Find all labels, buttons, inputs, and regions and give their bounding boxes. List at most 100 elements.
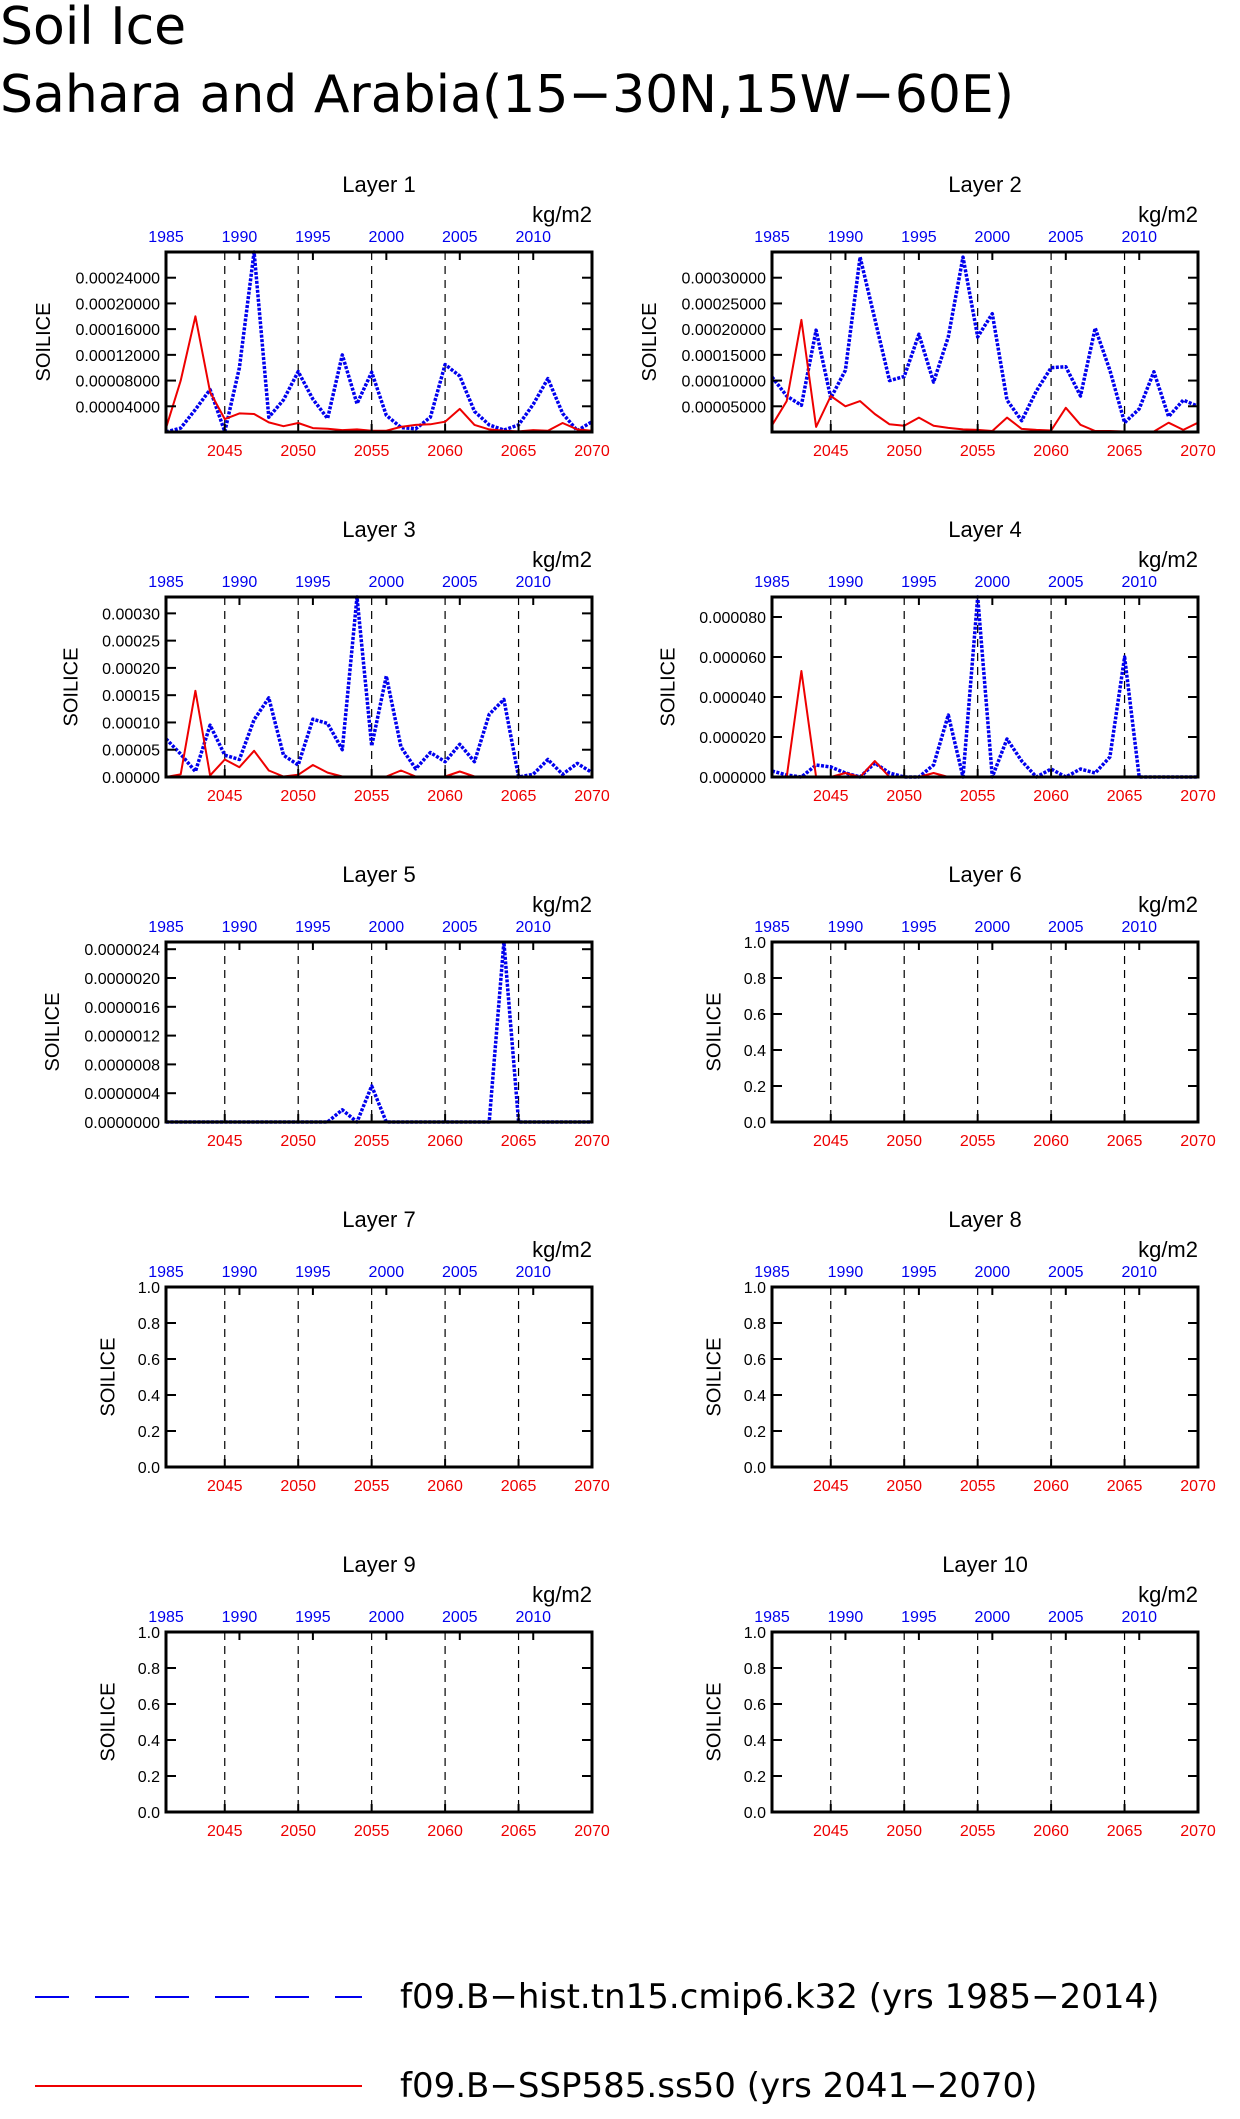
y-axis-label: SOILICE <box>703 993 725 1072</box>
y-tick-label: 0.0000024 <box>84 942 160 959</box>
y-tick-label: 1.0 <box>138 1280 160 1297</box>
x-tick-label-top: 2005 <box>1048 1609 1084 1626</box>
panel-title: Layer 9 <box>342 1552 415 1577</box>
y-axis-label: SOILICE <box>42 993 64 1072</box>
y-tick-label: 0.2 <box>744 1769 766 1786</box>
x-tick-label-bottom: 2045 <box>207 1133 243 1150</box>
y-tick-label: 0.0 <box>744 1805 766 1822</box>
y-tick-label: 0.6 <box>138 1352 160 1369</box>
chart-panel-3: Layer 3 kg/m2 0.00000 0.00005 0.00010 0.00015… <box>61 517 610 805</box>
x-tick-label-bottom: 2050 <box>886 1823 922 1840</box>
x-tick-label-bottom: 2055 <box>960 1823 996 1840</box>
x-tick-label-top: 1985 <box>754 919 790 936</box>
x-tick-label-bottom: 2060 <box>427 1823 463 1840</box>
x-tick-label-bottom: 2070 <box>574 1823 610 1840</box>
x-tick-label-bottom: 2045 <box>813 1823 849 1840</box>
x-tick-label-bottom: 2065 <box>501 1478 537 1495</box>
y-tick-label: 0.8 <box>744 971 766 988</box>
y-axis-label: SOILICE <box>703 1338 725 1417</box>
chart-panels: Layer 1 kg/m2 0.00004000 0.00008000 0.000120… <box>33 172 1216 1840</box>
x-tick-label-top: 2000 <box>369 1609 405 1626</box>
y-tick-label: 0.00005 <box>102 743 160 760</box>
x-tick-label-bottom: 2055 <box>960 443 996 460</box>
x-tick-label-top: 2010 <box>515 574 551 591</box>
series-line-hist <box>166 940 592 1124</box>
x-tick-label-bottom: 2055 <box>960 1133 996 1150</box>
x-tick-label-top: 2000 <box>975 1264 1011 1281</box>
y-tick-label: 0.000040 <box>699 690 766 707</box>
x-tick-label-bottom: 2050 <box>280 443 316 460</box>
y-tick-label: 0.00004000 <box>75 399 160 416</box>
y-tick-label: 0.00005000 <box>681 399 766 416</box>
y-tick-label: 0.8 <box>138 1316 160 1333</box>
panel-units: kg/m2 <box>532 1582 592 1607</box>
panel-title: Layer 7 <box>342 1207 415 1232</box>
plot-frame <box>164 595 594 779</box>
x-tick-label-top: 2000 <box>369 229 405 246</box>
x-tick-label-top: 1995 <box>295 229 331 246</box>
x-tick-label-bottom: 2045 <box>813 1478 849 1495</box>
y-tick-label: 0.00015000 <box>681 348 766 365</box>
x-tick-label-bottom: 2045 <box>813 1133 849 1150</box>
x-tick-label-top: 2005 <box>1048 919 1084 936</box>
x-tick-label-top: 2005 <box>442 1264 478 1281</box>
x-tick-label-top: 1995 <box>901 229 937 246</box>
x-tick-label-bottom: 2065 <box>1107 1133 1143 1150</box>
panel-units: kg/m2 <box>532 892 592 917</box>
x-tick-label-bottom: 2060 <box>1033 1478 1069 1495</box>
panel-title: Layer 5 <box>342 862 415 887</box>
x-tick-label-top: 1990 <box>828 919 864 936</box>
y-tick-label: 0.0000016 <box>84 1000 160 1017</box>
x-tick-label-bottom: 2060 <box>1033 443 1069 460</box>
y-tick-label: 0.2 <box>744 1079 766 1096</box>
figure-title: Soil Ice <box>0 0 186 57</box>
x-tick-label-top: 2005 <box>1048 229 1084 246</box>
y-axis-label: SOILICE <box>61 648 83 727</box>
y-tick-label: 0.0000012 <box>84 1029 160 1046</box>
chart-panel-7: Layer 7 kg/m2 0.0 0.2 0.4 0.6 0.8 1.0 SOILICE 204… <box>97 1207 609 1495</box>
y-tick-label: 0.00010000 <box>681 374 766 391</box>
chart-panel-9: Layer 9 kg/m2 0.0 0.2 0.4 0.6 0.8 1.0 SOILICE 204… <box>97 1552 609 1840</box>
y-tick-label: 1.0 <box>744 1625 766 1642</box>
y-tick-label: 0.6 <box>744 1007 766 1024</box>
y-tick-label: 0.0000004 <box>84 1086 160 1103</box>
y-tick-label: 0.00030000 <box>681 271 766 288</box>
panel-units: kg/m2 <box>532 547 592 572</box>
x-tick-label-top: 2010 <box>515 919 551 936</box>
y-tick-label: 0.0 <box>744 1460 766 1477</box>
panel-title: Layer 6 <box>948 862 1021 887</box>
x-tick-label-top: 1995 <box>901 1609 937 1626</box>
y-axis-label: SOILICE <box>657 648 679 727</box>
x-tick-label-top: 2010 <box>1121 1264 1157 1281</box>
x-tick-label-bottom: 2050 <box>886 443 922 460</box>
x-tick-label-bottom: 2070 <box>574 788 610 805</box>
x-tick-label-bottom: 2070 <box>574 1478 610 1495</box>
x-tick-label-top: 1990 <box>828 1609 864 1626</box>
plot-frame <box>770 1285 1200 1469</box>
series-line-hist <box>165 250 593 434</box>
y-tick-label: 0.00008000 <box>75 374 160 391</box>
x-tick-label-bottom: 2065 <box>1107 443 1143 460</box>
x-tick-label-bottom: 2070 <box>1180 788 1216 805</box>
x-tick-label-top: 2010 <box>515 1264 551 1281</box>
x-tick-label-bottom: 2060 <box>427 443 463 460</box>
y-tick-label: 1.0 <box>138 1625 160 1642</box>
x-tick-label-top: 2005 <box>442 1609 478 1626</box>
x-tick-label-top: 2000 <box>369 919 405 936</box>
y-tick-label: 0.00025000 <box>681 296 766 313</box>
y-tick-label: 0.2 <box>138 1424 160 1441</box>
x-tick-label-top: 2010 <box>515 1609 551 1626</box>
x-tick-label-bottom: 2070 <box>1180 443 1216 460</box>
x-tick-label-top: 1985 <box>148 919 184 936</box>
y-tick-label: 0.0000020 <box>84 971 160 988</box>
x-tick-label-top: 1990 <box>828 229 864 246</box>
x-tick-label-top: 1985 <box>754 229 790 246</box>
x-tick-label-bottom: 2055 <box>354 1133 390 1150</box>
panel-title: Layer 3 <box>342 517 415 542</box>
legend-ssp-label: f09.B−SSP585.ss50 (yrs 2041−2070) <box>400 2066 1037 2106</box>
y-tick-label: 0.00010 <box>102 715 160 732</box>
x-tick-label-bottom: 2065 <box>1107 1823 1143 1840</box>
x-tick-label-top: 1990 <box>828 1264 864 1281</box>
x-tick-label-top: 2005 <box>442 229 478 246</box>
y-tick-label: 0.4 <box>744 1388 766 1405</box>
